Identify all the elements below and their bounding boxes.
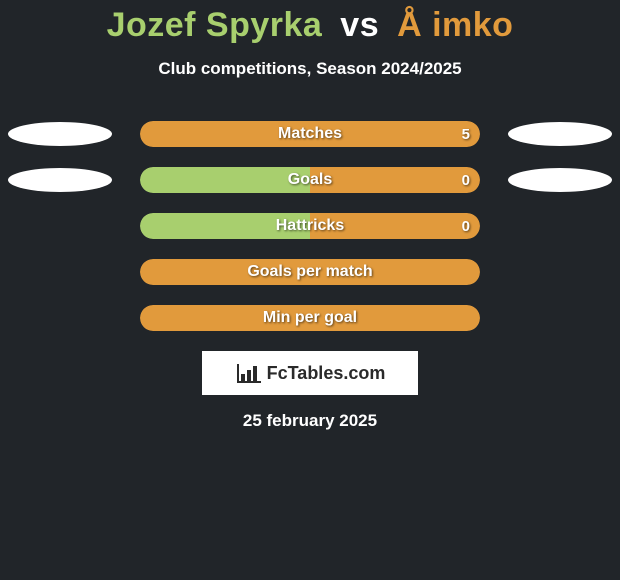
stat-label: Hattricks [276, 217, 344, 235]
bar-fill-right [310, 167, 480, 193]
player1-name: Jozef Spyrka [107, 6, 323, 44]
stat-bar: Goals per match [140, 259, 480, 285]
fctables-logo[interactable]: FcTables.com [202, 351, 418, 395]
subtitle: Club competitions, Season 2024/2025 [0, 59, 620, 79]
stat-label: Goals [288, 171, 332, 189]
player1-dot [8, 122, 112, 146]
player2-name: Å imko [397, 6, 513, 44]
logo-text: FcTables.com [267, 363, 386, 384]
stat-value-right: 0 [462, 167, 470, 193]
stat-bar: 0 Hattricks [140, 213, 480, 239]
date-label: 25 february 2025 [0, 411, 620, 431]
stat-value-right: 0 [462, 213, 470, 239]
stat-bar: 0 Goals [140, 167, 480, 193]
stat-row: Min per goal [0, 305, 620, 331]
stat-row: 0 Goals [0, 167, 620, 193]
bar-fill-left [140, 167, 310, 193]
stat-label: Matches [278, 125, 342, 143]
stat-row: Goals per match [0, 259, 620, 285]
title: Jozef Spyrka vs Å imko [0, 0, 620, 45]
stat-row: 0 Hattricks [0, 213, 620, 239]
player2-dot [508, 122, 612, 146]
player2-dot [508, 168, 612, 192]
stat-rows: 5 Matches 0 Goals 0 Hattricks Goals per match M… [0, 121, 620, 331]
player1-dot [8, 168, 112, 192]
stat-label: Min per goal [263, 309, 357, 327]
comparison-card: Jozef Spyrka vs Å imko Club competitions… [0, 0, 620, 580]
stat-bar: Min per goal [140, 305, 480, 331]
bar-chart-icon [235, 362, 263, 384]
stat-value-right: 5 [462, 121, 470, 147]
stat-label: Goals per match [247, 263, 372, 281]
vs-label: vs [340, 6, 379, 44]
stat-bar: 5 Matches [140, 121, 480, 147]
stat-row: 5 Matches [0, 121, 620, 147]
